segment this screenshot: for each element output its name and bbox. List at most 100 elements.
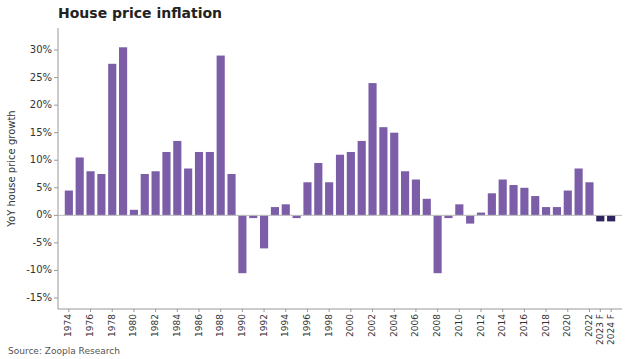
y-tick xyxy=(54,160,58,161)
y-tick-label: -10% xyxy=(26,264,52,275)
y-tick xyxy=(54,270,58,271)
x-tick xyxy=(285,309,286,312)
bar xyxy=(347,152,355,215)
x-tick-label: 1984 xyxy=(172,314,182,337)
bar xyxy=(423,199,431,216)
bar xyxy=(141,174,149,215)
y-tick xyxy=(54,242,58,243)
x-tick xyxy=(350,309,351,312)
bar xyxy=(325,182,333,215)
y-tick-label: 30% xyxy=(30,44,52,55)
chart: House price inflation YoY house price gro… xyxy=(0,0,634,359)
x-tick xyxy=(177,309,178,312)
title: House price inflation xyxy=(58,5,222,21)
bar xyxy=(412,180,420,216)
x-tick-label: 1994 xyxy=(280,314,290,337)
x-tick xyxy=(546,309,547,312)
y-tick xyxy=(54,215,58,216)
x-tick-label: 2018 xyxy=(541,314,551,337)
x-tick-label: 2004 xyxy=(389,314,399,337)
bar xyxy=(271,207,279,215)
bar xyxy=(227,174,235,215)
x-tick xyxy=(199,309,200,312)
bar xyxy=(509,185,517,215)
x-tick-label: 2012 xyxy=(476,314,486,337)
y-axis-line xyxy=(58,28,59,309)
x-tick-label: 2024 F xyxy=(606,314,616,345)
bar xyxy=(162,152,170,215)
bar xyxy=(455,204,463,215)
bar xyxy=(401,171,409,215)
x-tick xyxy=(307,309,308,312)
x-tick xyxy=(437,309,438,312)
bar xyxy=(564,191,572,216)
x-tick xyxy=(264,309,265,312)
bar xyxy=(434,215,442,273)
x-tick-label: 1976 xyxy=(85,314,95,337)
x-tick xyxy=(524,309,525,312)
bar xyxy=(314,163,322,215)
bar xyxy=(119,47,127,215)
bar xyxy=(65,191,73,216)
bar xyxy=(108,64,116,216)
bar xyxy=(238,215,246,273)
x-tick-label: 1988 xyxy=(215,314,225,337)
bar xyxy=(575,169,583,216)
bar xyxy=(488,193,496,215)
x-tick-label: 2023 F xyxy=(595,314,605,345)
y-tick xyxy=(54,50,58,51)
x-tick-label: 2006 xyxy=(410,314,420,337)
y-tick xyxy=(54,105,58,106)
x-tick-label: 1998 xyxy=(324,314,334,337)
x-axis-line xyxy=(58,309,622,310)
bars xyxy=(65,47,615,273)
y-axis-label: YoY house price growth xyxy=(6,110,17,227)
x-tick xyxy=(90,309,91,312)
bar xyxy=(152,171,160,215)
y-tick xyxy=(54,77,58,78)
x-tick-label: 1990 xyxy=(237,314,247,337)
x-tick xyxy=(589,309,590,312)
x-tick xyxy=(459,309,460,312)
x-tick-label: 2014 xyxy=(497,314,507,337)
bar xyxy=(596,215,604,221)
x-tick xyxy=(600,309,601,312)
x-tick-label: 1992 xyxy=(259,314,269,337)
x-tick xyxy=(481,309,482,312)
y-tick-label: 20% xyxy=(30,99,52,110)
y-tick-label: -15% xyxy=(26,292,52,303)
x-tick xyxy=(502,309,503,312)
x-tick-label: 2010 xyxy=(454,314,464,337)
y-tick-label: 5% xyxy=(36,182,52,193)
source-note: Source: Zoopla Research xyxy=(8,346,120,356)
y-tick xyxy=(54,297,58,298)
x-tick xyxy=(415,309,416,312)
bar xyxy=(585,182,593,215)
bar xyxy=(379,127,387,215)
x-tick-label: 2022 xyxy=(584,314,594,337)
bar xyxy=(217,56,225,216)
x-tick xyxy=(567,309,568,312)
bar xyxy=(553,207,561,215)
bar xyxy=(260,215,268,248)
x-tick-label: 1982 xyxy=(150,314,160,337)
x-tick xyxy=(68,309,69,312)
x-tick-label: 2020 xyxy=(562,314,572,337)
x-tick-label: 1980 xyxy=(128,314,138,337)
x-tick xyxy=(611,309,612,312)
x-tick xyxy=(372,309,373,312)
bar xyxy=(336,155,344,216)
x-tick xyxy=(133,309,134,312)
y-tick-label: 0% xyxy=(36,209,52,220)
x-tick-label: 1986 xyxy=(194,314,204,337)
bar xyxy=(303,182,311,215)
bar xyxy=(86,171,94,215)
y-tick xyxy=(54,187,58,188)
x-tick xyxy=(155,309,156,312)
bar xyxy=(184,169,192,216)
bar xyxy=(520,188,528,216)
x-tick xyxy=(242,309,243,312)
x-tick xyxy=(394,309,395,312)
bar xyxy=(390,133,398,216)
y-tick xyxy=(54,132,58,133)
